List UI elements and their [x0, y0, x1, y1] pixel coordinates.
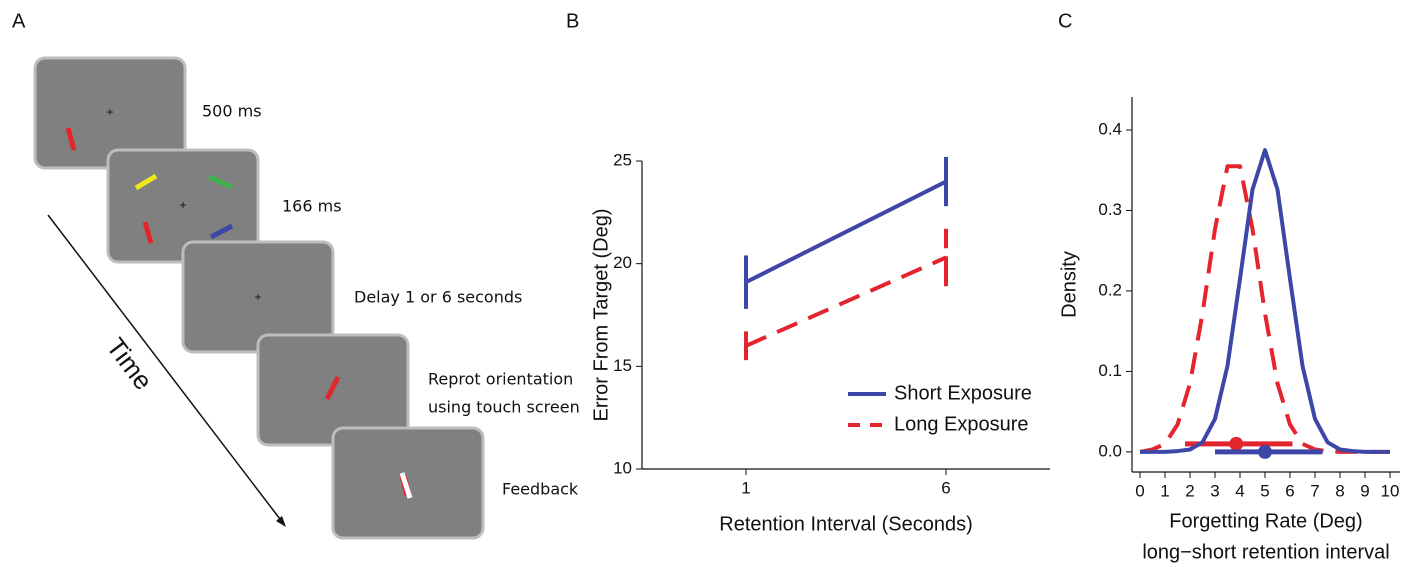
series-line: [745, 179, 947, 284]
stimulus: [142, 221, 154, 244]
x-axis-label: Forgetting Rate (Deg): [1169, 510, 1362, 532]
screens: + + + Time: [33, 56, 485, 540]
y-axis-label: Error From Target (Deg): [590, 208, 612, 421]
series-line: [1139, 164, 1390, 454]
response: [399, 472, 413, 499]
x-tick-label: 8: [1335, 481, 1344, 500]
x-tick-label: 7: [1310, 481, 1319, 500]
x-tick-label: 2: [1185, 481, 1194, 500]
time-arrow: [47, 214, 284, 524]
x-tick-label: 1: [1160, 481, 1169, 500]
x-axis-label: Retention Interval (Seconds): [719, 513, 972, 535]
fixation: +: [106, 105, 113, 119]
x-tick-label: 1: [741, 478, 750, 497]
legend-label: Long Exposure: [894, 413, 1029, 435]
step-label: 500 ms: [202, 102, 262, 121]
x-tick-label: 6: [941, 478, 950, 497]
stimulus: [208, 174, 233, 190]
x-tick-label: 0: [1135, 481, 1144, 500]
x-axis-label: long−short retention interval: [1142, 541, 1389, 563]
step-label: Feedback: [502, 480, 579, 499]
x-tick-label: 3: [1210, 481, 1219, 500]
x-tick-label: 5: [1260, 481, 1269, 500]
x-tick-label: 6: [1285, 481, 1294, 500]
panel-label: C: [1058, 10, 1072, 32]
y-tick-label: 20: [613, 253, 632, 272]
time-label: Time: [101, 332, 159, 395]
legend-label: Short Exposure: [894, 382, 1032, 404]
arrow-head: [276, 516, 286, 527]
fixation: +: [179, 198, 186, 212]
panel-label: B: [566, 10, 579, 32]
stimulus: [134, 173, 158, 191]
x-tick-label: 10: [1381, 481, 1400, 500]
step-label: Delay 1 or 6 seconds: [354, 288, 522, 307]
y-tick-label: 0.1: [1098, 361, 1122, 380]
fixation: +: [254, 290, 261, 304]
step-label: 166 ms: [282, 197, 342, 216]
y-tick-label: 10: [613, 458, 632, 477]
y-axis-label: Density: [1058, 251, 1080, 318]
panel-label: A: [12, 10, 26, 32]
point-estimate: [1258, 444, 1272, 459]
x-tick-label: 4: [1235, 481, 1244, 500]
step-label: using touch screen: [428, 398, 580, 417]
stimulus: [209, 223, 234, 240]
y-tick-label: 0.4: [1098, 119, 1122, 138]
y-tick-label: 15: [613, 356, 632, 375]
point-estimate: [1229, 436, 1244, 451]
series-line: [745, 255, 947, 348]
x-tick-label: 9: [1360, 481, 1369, 500]
step-label: Reprot orientation: [428, 370, 573, 389]
stimulus: [324, 375, 341, 401]
stimulus: [65, 127, 77, 151]
y-tick-label: 0.2: [1098, 280, 1122, 299]
y-tick-label: 0.0: [1098, 441, 1122, 460]
y-tick-label: 25: [613, 150, 632, 169]
y-tick-label: 0.3: [1098, 200, 1122, 219]
series-line: [1140, 148, 1390, 454]
